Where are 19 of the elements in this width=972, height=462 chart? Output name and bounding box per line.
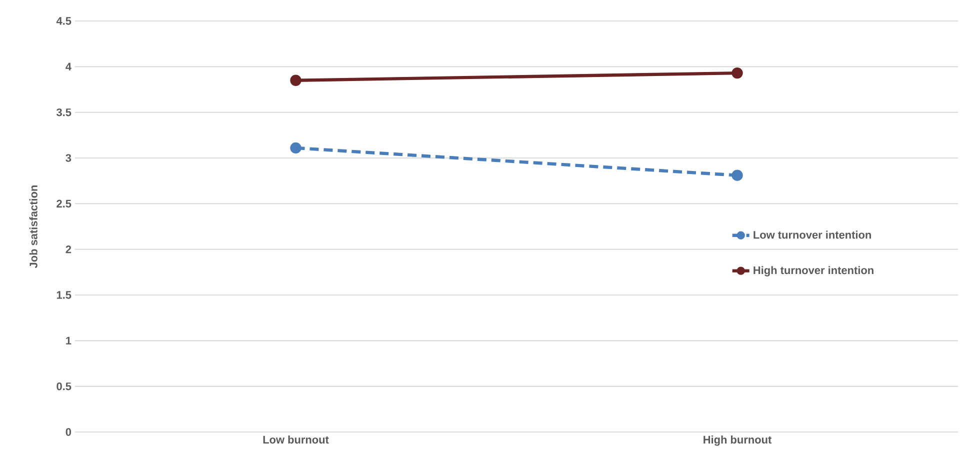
point [290, 74, 302, 86]
point [732, 67, 743, 79]
y-tick-label: 0 [66, 428, 72, 436]
y-tick-label: 4 [66, 62, 72, 70]
y-tick-label: 3 [66, 154, 72, 162]
y-tick-label: 4.5 [56, 17, 72, 25]
x-tick-label: Low burnout [263, 436, 329, 444]
x-tick-label: High burnout [704, 436, 772, 446]
y-axis-title: Job satisfaction [29, 185, 38, 268]
y-tick-label: 2.5 [56, 200, 72, 208]
y-tick-label: 3.5 [56, 108, 72, 116]
point [290, 142, 302, 154]
point [732, 170, 743, 181]
y-tick-label: 0.5 [56, 382, 72, 390]
legend-label: Low turnover intention [754, 230, 871, 239]
legend-label: High turnover intention [754, 266, 874, 276]
y-tick-label: 1.5 [56, 291, 72, 299]
y-tick-label: 1 [66, 336, 72, 344]
y-tick-label: 2 [66, 246, 72, 254]
